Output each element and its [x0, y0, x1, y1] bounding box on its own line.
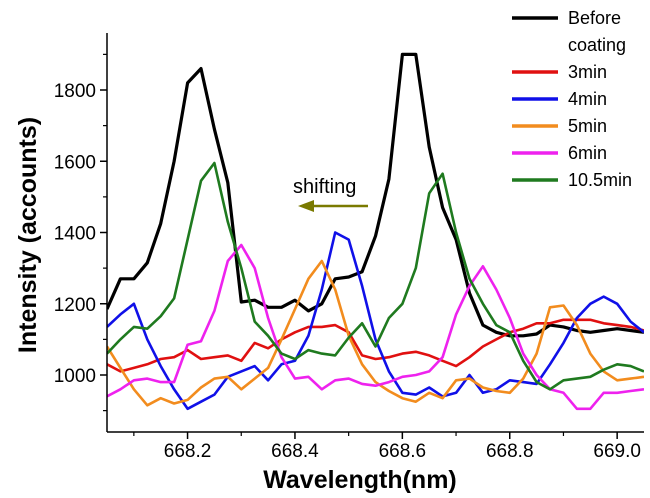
series-line-6: [107, 161, 644, 391]
legend-label-1: Before: [568, 8, 621, 28]
legend-label-1: coating: [568, 35, 626, 55]
y-tick-label: 1400: [54, 224, 96, 245]
annotation-text: shifting: [293, 176, 356, 198]
legend-label-4: 5min: [568, 116, 607, 136]
y-tick-label: 1600: [54, 152, 96, 173]
y-axis-title: Intensity (accounts): [14, 117, 42, 353]
legend-label-5: 6min: [568, 143, 607, 163]
x-tick-label: 669.0: [593, 441, 641, 462]
series-line-2: [107, 318, 644, 373]
x-tick-label: 668.4: [271, 441, 319, 462]
ticks: 668.2 668.4 668.6 668.8 669.0 1000 1200 1400 160…: [54, 53, 641, 462]
series-line-4: [107, 259, 644, 407]
x-axis-title: Wavelength(nm): [263, 466, 457, 494]
y-tick-label: 1000: [54, 366, 96, 387]
legend-label-3: 4min: [568, 89, 607, 109]
x-tick-label: 668.6: [379, 441, 427, 462]
y-tick-label: 1200: [54, 295, 96, 316]
series-layer: [107, 52, 644, 411]
y-tick-label: 1800: [54, 81, 96, 102]
x-tick-label: 668.8: [486, 441, 534, 462]
legend-label-6: 10.5min: [568, 170, 632, 190]
legend: Before coating 3min 4min 5min 6min 10.5min: [512, 8, 632, 190]
x-tick-label: 668.2: [164, 441, 212, 462]
series-line-5: [107, 243, 644, 411]
series-line-1: [107, 52, 644, 338]
shift-arrow-head: [298, 200, 314, 212]
series-line-3: [107, 231, 644, 411]
shifting-annotation: shifting: [293, 176, 368, 212]
legend-label-2: 3min: [568, 62, 607, 82]
